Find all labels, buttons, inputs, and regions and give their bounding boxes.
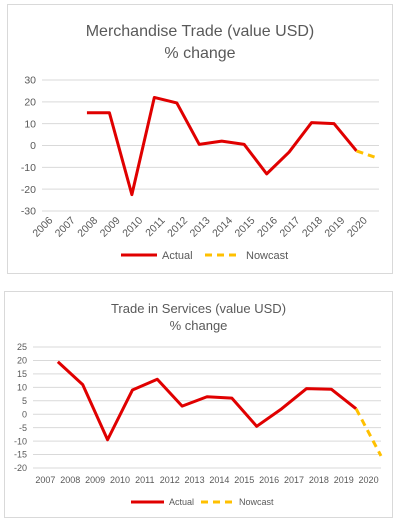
- y-tick-label: 15: [17, 369, 27, 379]
- series-line-nowcast: [356, 149, 380, 161]
- series-line-actual: [86, 95, 358, 197]
- x-tick-label: 2017: [277, 215, 302, 240]
- legend-label-actual: Actual: [162, 250, 193, 262]
- x-tick-label: 2015: [234, 475, 254, 485]
- x-tick-label: 2009: [85, 475, 105, 485]
- y-tick-label: 20: [17, 356, 27, 366]
- y-tick-label: -30: [21, 206, 36, 218]
- x-tick-label: 2018: [309, 475, 329, 485]
- x-tick-label: 2009: [98, 215, 123, 240]
- x-tick-label: 2016: [255, 215, 280, 240]
- x-tick-label: 2010: [120, 215, 145, 240]
- merchandise-trade-chart: Merchandise Trade (value USD) % change -…: [7, 4, 393, 274]
- chart-title: Merchandise Trade (value USD) % change: [8, 21, 392, 65]
- x-tick-label: 2008: [75, 215, 100, 240]
- chart-title-line1: Merchandise Trade (value USD): [85, 23, 315, 40]
- x-tick-label: 2010: [110, 475, 130, 485]
- x-tick-label: 2007: [35, 475, 55, 485]
- x-tick-label: 2011: [135, 475, 154, 485]
- x-tick-label: 2017: [284, 475, 304, 485]
- y-tick-label: 5: [22, 396, 27, 406]
- y-tick-label: 10: [17, 382, 27, 392]
- legend-label-nowcast: Nowcast: [239, 497, 274, 507]
- x-tick-label: 2016: [259, 475, 279, 485]
- y-tick-label: 0: [22, 409, 27, 419]
- legend-label-nowcast: Nowcast: [246, 250, 288, 262]
- y-tick-label: 25: [17, 342, 27, 352]
- x-tick-label: 2007: [53, 215, 78, 240]
- x-tick-label: 2012: [160, 475, 180, 485]
- chart-title-line1: Trade in Services (value USD): [110, 301, 287, 316]
- y-tick-label: -15: [14, 450, 27, 460]
- trade-in-services-plot: -20 -15 -10 -5 0 5 10 15 20 25 2007 2008 2009 2010 201…: [14, 342, 383, 507]
- y-tick-label: -20: [21, 184, 36, 196]
- y-tick-label: -20: [14, 463, 27, 473]
- y-tick-label: -5: [19, 423, 27, 433]
- legend-label-actual: Actual: [169, 497, 194, 507]
- x-tick-label: 2015: [233, 215, 258, 240]
- x-tick-label: 2012: [165, 215, 190, 240]
- x-tick-label: 2018: [300, 215, 325, 240]
- x-tick-label: 2019: [322, 215, 347, 240]
- merchandise-trade-plot: -30 -20 -10 0 10 20 30 200620072008200920102011…: [21, 75, 380, 262]
- x-tick-label: 2014: [210, 215, 235, 240]
- y-tick-label: 10: [24, 118, 36, 130]
- y-tick-label: 0: [30, 140, 36, 152]
- x-tick-label: 2020: [359, 475, 379, 485]
- x-tick-label: 2008: [60, 475, 80, 485]
- y-tick-label: 30: [24, 75, 36, 87]
- y-tick-label: 20: [24, 97, 36, 109]
- chart-title: Trade in Services (value USD) % change: [5, 300, 392, 334]
- series-line-nowcast: [354, 408, 383, 457]
- x-tick-label: 2019: [334, 475, 354, 485]
- x-tick-label: 2013: [188, 215, 213, 240]
- x-tick-label: 2013: [185, 475, 205, 485]
- x-tick-label: 2014: [209, 475, 229, 485]
- chart-title-line2: % change: [164, 45, 236, 62]
- x-tick-label: 2020: [345, 215, 370, 240]
- x-tick-label: 2011: [143, 215, 168, 240]
- series-line-actual: [56, 360, 358, 442]
- y-tick-label: -10: [14, 436, 27, 446]
- trade-in-services-chart: Trade in Services (value USD) % change -…: [4, 291, 393, 518]
- x-tick-label: 2006: [30, 215, 55, 240]
- y-tick-label: -10: [21, 162, 36, 174]
- chart-title-line2: % change: [169, 318, 228, 333]
